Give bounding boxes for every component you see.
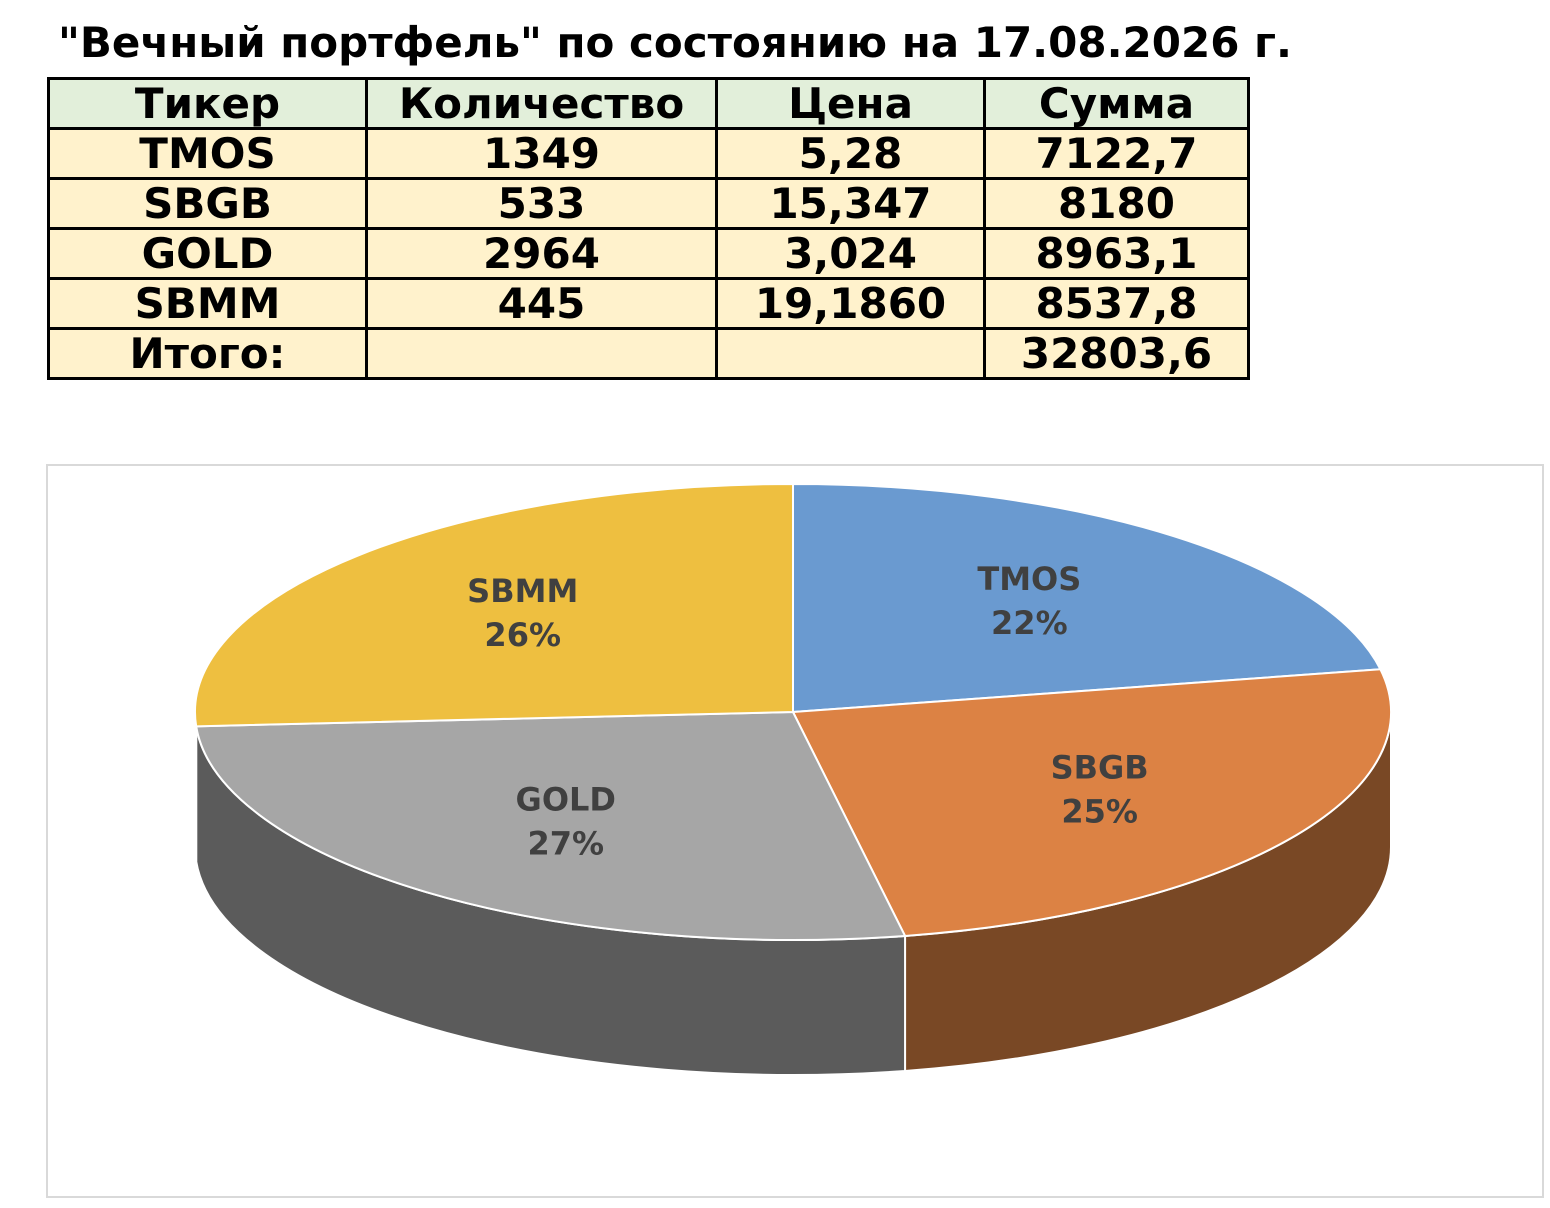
cell: 2964 xyxy=(365,227,718,280)
slice-side xyxy=(195,726,907,1076)
total-row: Итого: 32803,6 xyxy=(47,327,1250,380)
cell: 8180 xyxy=(983,177,1250,230)
cell: TMOS xyxy=(47,127,368,180)
header-cell: Тикер xyxy=(47,77,368,130)
slice-value-label: 22% xyxy=(991,604,1068,642)
slice-value-label: 26% xyxy=(484,616,561,654)
header-cell: Количество xyxy=(365,77,718,130)
cell: Итого: xyxy=(47,327,368,380)
cell: 32803,6 xyxy=(983,327,1250,380)
cell: SBGB xyxy=(47,177,368,230)
row: SBGB 533 15,347 8180 xyxy=(47,177,1250,230)
slice-side xyxy=(904,711,1392,1073)
header-cell: Цена xyxy=(715,77,986,130)
slice xyxy=(791,668,1392,938)
cell: 19,1860 xyxy=(715,277,986,330)
slice-label: TMOS xyxy=(977,560,1081,598)
cell: 445 xyxy=(365,277,718,330)
header-row: Тикер Количество Цена Сумма xyxy=(47,77,1250,130)
slice-label: SBGB xyxy=(1051,748,1149,786)
cell: 15,347 xyxy=(715,177,986,230)
slice-label: SBMM xyxy=(467,572,578,610)
slice xyxy=(195,710,907,941)
page-title: "Вечный портфель" по состоянию на 17.08.… xyxy=(58,18,1292,67)
cell: 1349 xyxy=(365,127,718,180)
cell: 533 xyxy=(365,177,718,230)
row: SBMM 445 19,1860 8537,8 xyxy=(47,277,1250,330)
cell: 8963,1 xyxy=(983,227,1250,280)
row: GOLD 2964 3,024 8963,1 xyxy=(47,227,1250,280)
slice-value-label: 27% xyxy=(527,825,604,863)
cell: 7122,7 xyxy=(983,127,1250,180)
header-cell: Сумма xyxy=(983,77,1250,130)
chart-frame xyxy=(46,464,1544,1198)
cell: 3,024 xyxy=(715,227,986,280)
cell: 8537,8 xyxy=(983,277,1250,330)
cell: SBMM xyxy=(47,277,368,330)
cell: GOLD xyxy=(47,227,368,280)
slice-side xyxy=(194,711,198,862)
cell: 5,28 xyxy=(715,127,986,180)
empty-cell xyxy=(715,327,986,380)
slice xyxy=(194,482,794,728)
slice-value-label: 25% xyxy=(1061,792,1138,830)
slice-label: GOLD xyxy=(516,781,616,819)
row: TMOS 1349 5,28 7122,7 xyxy=(47,127,1250,180)
slice xyxy=(792,482,1382,714)
empty-cell xyxy=(365,327,718,380)
portfolio-table: Тикер Количество Цена Сумма TMOS 1349 5,28… xyxy=(47,77,1250,380)
